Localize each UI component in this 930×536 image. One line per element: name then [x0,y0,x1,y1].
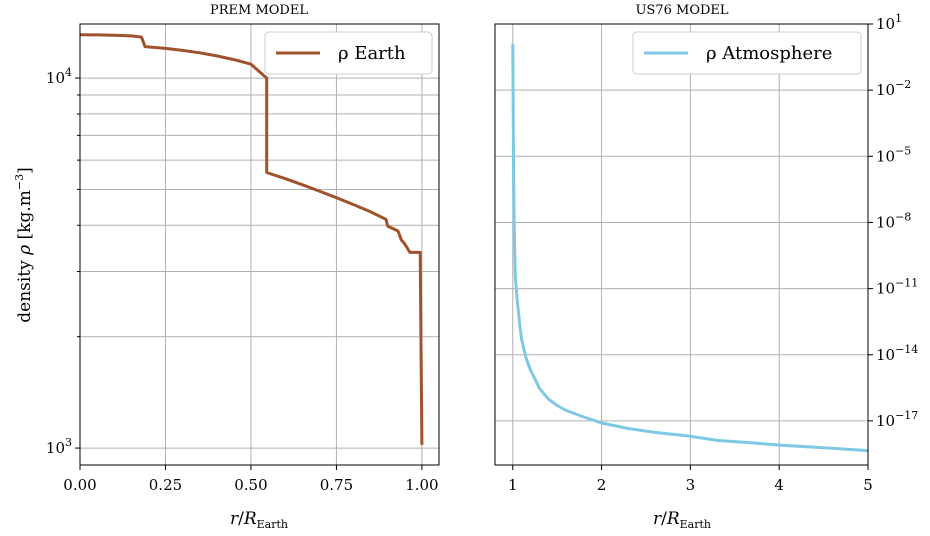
prem-x-tick-label: 0.25 [149,476,182,494]
us76-y-tick-label: 10−14 [876,343,918,364]
prem-x-tick-label: 0.75 [320,476,353,494]
prem-series [79,33,424,445]
us76-frame [494,23,869,466]
us76-atmosphere-density-line [511,44,869,453]
prem-legend: ρ Earth [264,31,433,75]
prem-grid [79,24,439,465]
us76-panel: US76 MODEL 1 2 3 4 5 101 10−2 10−5 10−8 10−11 10−1… [494,3,918,531]
us76-x-tick-label: 1 [508,476,518,494]
prem-xlabel: r/REarth [230,509,288,531]
prem-title: PREM MODEL [210,3,308,18]
us76-title: US76 MODEL [635,3,728,18]
prem-y-tick-label: 104 [46,66,72,87]
prem-earth-density-line [79,33,424,445]
us76-x-tick-label: 4 [774,476,784,494]
us76-ticks: 1 2 3 4 5 101 10−2 10−5 10−8 10−11 10−14 10−17 [508,12,918,494]
us76-y-tick-label: 10−8 [876,210,911,231]
us76-x-tick-label: 5 [863,476,873,494]
us76-x-tick-label: 2 [597,476,607,494]
prem-x-tick-label: 0.50 [234,476,267,494]
us76-legend: ρ Atmosphere [632,31,862,75]
us76-legend-label: ρ Atmosphere [706,43,832,64]
prem-legend-label: ρ Earth [338,43,406,64]
prem-ylabel: density ρ [kg.m−3] [13,167,35,323]
us76-series [511,44,869,453]
us76-y-tick-label: 101 [876,12,902,33]
prem-frame [79,23,440,466]
us76-xlabel: r/REarth [653,509,711,531]
prem-x-tick-label: 0.00 [63,476,96,494]
us76-y-tick-label: 10−2 [876,78,911,99]
prem-ticks: 0.00 0.25 0.50 0.75 1.00 104 103 [46,66,439,494]
prem-x-tick-label: 1.00 [405,476,438,494]
us76-y-tick-label: 10−11 [876,277,918,298]
prem-panel: PREM MODEL 0.00 0.25 0.50 0.75 1.00 104 103 de… [13,3,440,531]
us76-y-tick-label: 10−17 [876,409,918,430]
us76-x-tick-label: 3 [686,476,696,494]
prem-y-tick-label: 103 [46,436,72,457]
us76-y-tick-label: 10−5 [876,144,911,165]
us76-grid [495,23,868,465]
